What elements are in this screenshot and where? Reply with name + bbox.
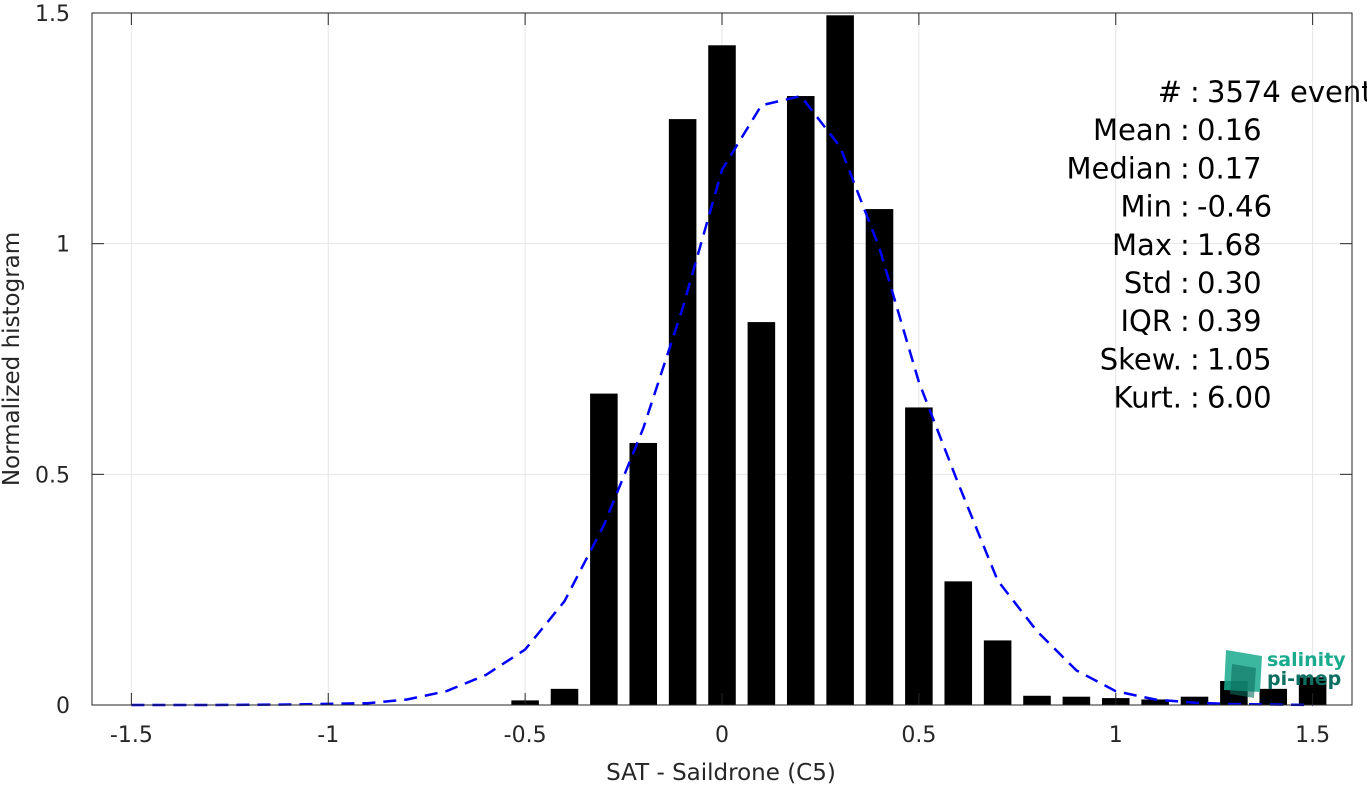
histogram-bar-10 (905, 407, 933, 705)
y-axis-label: Normalized histogram (0, 232, 25, 486)
histogram-bar-9 (865, 209, 894, 706)
stat-colon-2: : (1180, 151, 1190, 185)
logo-wave-shadow-icon (1230, 664, 1256, 698)
histogram-bar-8 (826, 15, 854, 706)
statistics-annotation: # :3574 eventsMean:0.16Median:0.17Min:-0… (1067, 75, 1367, 415)
stat-label-3: Min (1121, 190, 1172, 224)
stat-value-0: 3574 events (1207, 75, 1367, 109)
histogram-bar-17 (1180, 696, 1209, 705)
y-tick-label-0: 0 (56, 694, 70, 719)
stat-colon-3: : (1180, 190, 1190, 224)
logo-text-salinity: salinity (1267, 649, 1346, 671)
stat-label-8: Kurt. (1114, 381, 1182, 415)
histogram-bar-4 (668, 119, 697, 705)
stat-value-3: -0.46 (1197, 190, 1272, 224)
x-tick-label-6: 1.5 (1295, 723, 1330, 748)
stat-colon-7: : (1190, 342, 1200, 376)
logo-text-pi-mep: pi-mep (1267, 668, 1341, 690)
stat-label-0: # (1158, 75, 1182, 109)
x-tick-label-3: 0 (715, 723, 729, 748)
axis-ticks (92, 12, 1352, 706)
stat-colon-5: : (1180, 266, 1190, 300)
x-tick-label-2: -0.5 (504, 723, 547, 748)
stat-value-2: 0.17 (1197, 151, 1262, 185)
histogram-bars (511, 15, 1327, 706)
stat-colon-6: : (1180, 304, 1190, 338)
stat-label-1: Mean (1093, 113, 1172, 147)
y-tick-labels: 0 0.5 1 1.5 (35, 2, 70, 719)
stat-colon-0: : (1190, 75, 1200, 109)
stat-colon-1: : (1180, 113, 1190, 147)
x-tick-label-0: -1.5 (110, 723, 153, 748)
histogram-bar-5 (708, 45, 736, 705)
stat-label-6: IQR (1120, 304, 1172, 338)
histogram-bar-12 (983, 640, 1012, 705)
stat-label-7: Skew. (1100, 342, 1182, 376)
stat-value-8: 6.00 (1207, 381, 1272, 415)
histogram-bar-16 (1141, 699, 1169, 705)
x-tick-labels: -1.5 -1 -0.5 0 0.5 1 1.5 (110, 723, 1330, 748)
stat-value-4: 1.68 (1197, 228, 1262, 262)
stat-colon-4: : (1180, 228, 1190, 262)
histogram-bar-2 (590, 393, 618, 705)
stat-value-1: 0.16 (1197, 113, 1262, 147)
x-tick-label-1: -1 (317, 723, 339, 748)
histogram-bar-13 (1023, 695, 1051, 705)
stat-value-6: 0.39 (1197, 304, 1262, 338)
x-tick-label-5: 1 (1109, 723, 1123, 748)
stat-colon-8: : (1190, 381, 1200, 415)
stat-label-4: Max (1112, 228, 1172, 262)
stat-value-5: 0.30 (1197, 266, 1262, 300)
stat-value-7: 1.05 (1207, 342, 1272, 376)
histogram-bar-1 (550, 688, 579, 705)
y-tick-label-2: 1 (56, 233, 70, 258)
stat-label-2: Median (1067, 151, 1172, 185)
x-axis-label: SAT - Saildrone (C5) (606, 760, 836, 785)
salinity-pi-mep-logo: salinity pi-mep (1224, 649, 1346, 698)
stat-label-5: Std (1124, 266, 1172, 300)
histogram-bar-3 (629, 442, 658, 705)
fit-curve-dashed (131, 94, 1313, 707)
y-tick-label-1: 0.5 (35, 463, 70, 488)
histogram-bar-6 (747, 322, 776, 705)
y-tick-label-3: 1.5 (35, 2, 70, 27)
x-tick-label-4: 0.5 (901, 723, 936, 748)
histogram-bar-19 (1259, 688, 1288, 705)
histogram-bar-7 (786, 96, 815, 706)
histogram-bar-11 (944, 581, 973, 705)
histogram-bar-14 (1062, 696, 1091, 705)
